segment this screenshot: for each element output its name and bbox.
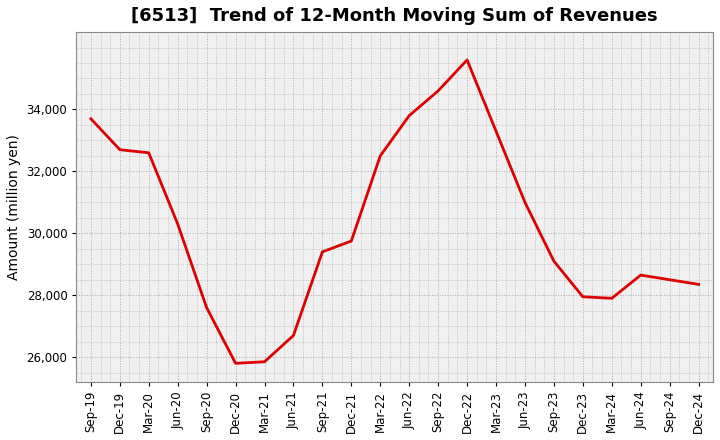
Y-axis label: Amount (million yen): Amount (million yen) bbox=[7, 134, 21, 280]
Title: [6513]  Trend of 12-Month Moving Sum of Revenues: [6513] Trend of 12-Month Moving Sum of R… bbox=[132, 7, 658, 25]
